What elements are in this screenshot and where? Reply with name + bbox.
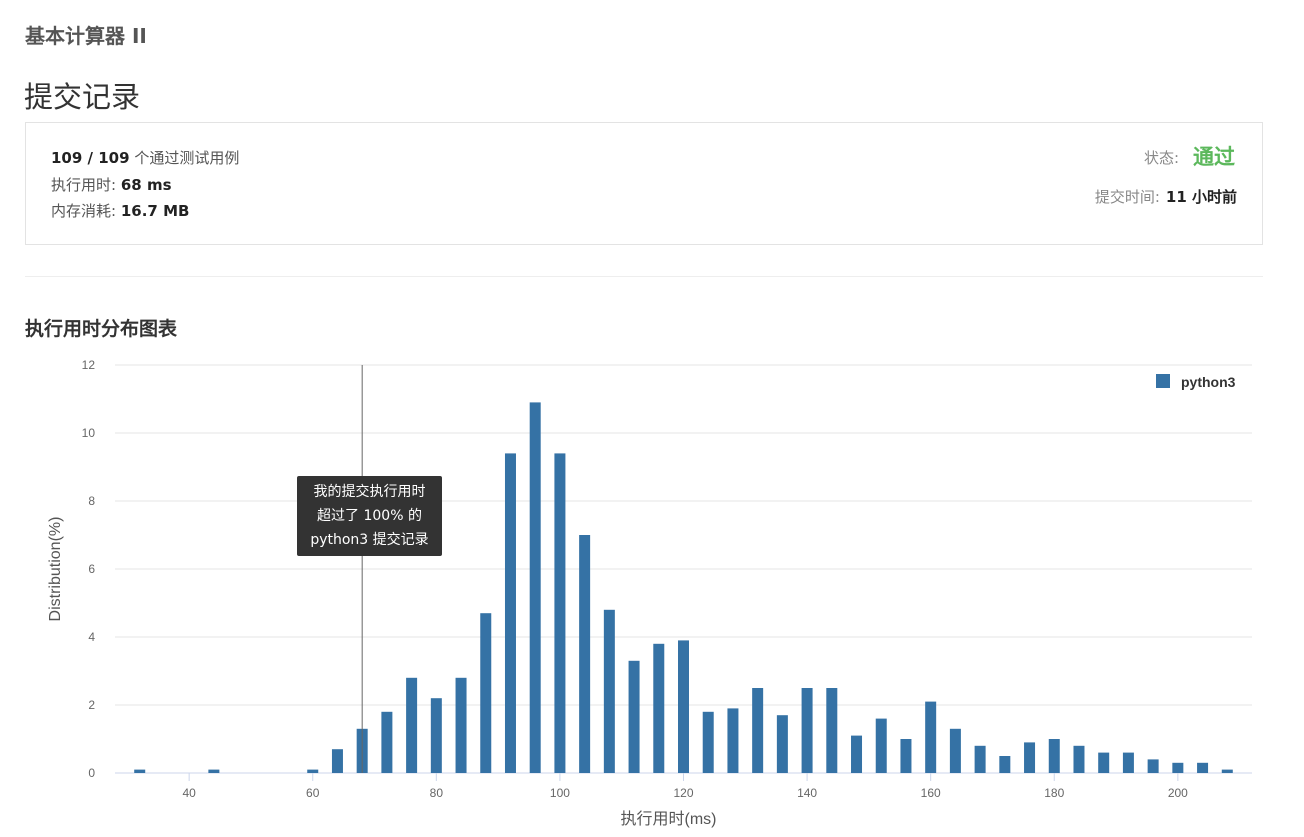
testcase-summary: 109 / 109 个通过测试用例 xyxy=(51,147,239,168)
distribution-bar xyxy=(801,688,813,773)
page-title: 提交记录 xyxy=(24,80,141,114)
x-tick-label: 40 xyxy=(182,786,196,800)
distribution-bar xyxy=(1048,739,1060,773)
submit-time-value: 11 小时前 xyxy=(1165,188,1237,206)
x-tick-label: 80 xyxy=(430,786,444,800)
runtime-distribution-chart: 0 2 4 6 8 10 12 40 60 80 100 120 140 160 180 200 执行用时(ms… xyxy=(47,358,1252,828)
tooltip-line-1: 我的提交执行用时 xyxy=(313,484,426,500)
distribution-bar xyxy=(628,660,640,773)
distribution-bar xyxy=(974,745,986,773)
submit-time-label: 提交时间: xyxy=(1094,188,1160,206)
distribution-bar xyxy=(949,728,961,773)
distribution-bar xyxy=(406,677,418,773)
runtime-row: 执行用时: 68 ms xyxy=(51,174,172,195)
passed-suffix: 个通过测试用例 xyxy=(134,149,240,167)
y-tick-label: 2 xyxy=(88,698,95,712)
tooltip-line-2: 超过了 100% 的 xyxy=(317,508,422,524)
distribution-bar xyxy=(331,749,343,773)
y-tick-label: 12 xyxy=(82,358,96,372)
distribution-bar xyxy=(603,609,615,773)
distribution-bar xyxy=(504,453,516,773)
distribution-bar xyxy=(776,715,788,773)
problem-title[interactable]: 基本计算器 II xyxy=(25,24,147,48)
x-tick-label: 200 xyxy=(1168,786,1188,800)
section-divider xyxy=(25,276,1263,277)
distribution-bar xyxy=(826,688,838,773)
distribution-bar xyxy=(381,711,393,773)
distribution-bar xyxy=(702,711,714,773)
distribution-bar xyxy=(1073,745,1085,773)
x-tick-label: 160 xyxy=(921,786,941,800)
legend-swatch xyxy=(1156,374,1170,388)
distribution-bar xyxy=(480,613,492,773)
status-badge: 通过 xyxy=(1193,145,1235,169)
x-tick-label: 100 xyxy=(550,786,570,800)
legend-label: python3 xyxy=(1181,374,1236,390)
distribution-bar xyxy=(678,640,689,773)
chart-heading: 执行用时分布图表 xyxy=(25,318,178,340)
distribution-bar xyxy=(1147,759,1159,773)
distribution-bar xyxy=(1197,762,1209,773)
distribution-bar xyxy=(1122,752,1134,773)
distribution-bar xyxy=(134,769,146,773)
distribution-bar xyxy=(529,402,541,773)
x-tick-label: 180 xyxy=(1044,786,1064,800)
passed-count: 109 / 109 xyxy=(51,149,130,167)
y-tick-label: 8 xyxy=(88,494,95,508)
distribution-bar xyxy=(900,739,912,773)
submission-result-card: 109 / 109 个通过测试用例 执行用时: 68 ms 内存消耗: 16.7… xyxy=(25,122,1263,245)
distribution-bar xyxy=(851,735,863,773)
distribution-bar xyxy=(1024,742,1036,773)
distribution-bar xyxy=(554,453,566,773)
runtime-tooltip: 我的提交执行用时 超过了 100% 的 python3 提交记录 xyxy=(297,476,442,556)
distribution-bar xyxy=(1172,762,1184,773)
distribution-bar xyxy=(1098,752,1110,773)
distribution-bar xyxy=(430,698,442,773)
distribution-bar xyxy=(653,643,665,773)
memory-row: 内存消耗: 16.7 MB xyxy=(51,200,189,221)
status-label: 状态: xyxy=(1143,149,1179,167)
runtime-label: 执行用时: xyxy=(51,176,117,194)
tooltip-line-3: python3 提交记录 xyxy=(310,532,429,548)
distribution-bar xyxy=(1221,769,1233,773)
x-tick-label: 120 xyxy=(673,786,693,800)
distribution-bar xyxy=(752,688,764,773)
distribution-bar xyxy=(208,769,220,773)
distribution-bar xyxy=(875,718,887,773)
x-axis-title: 执行用时(ms) xyxy=(621,810,717,828)
runtime-value: 68 ms xyxy=(120,176,172,194)
y-axis-title: Distribution(%) xyxy=(47,517,64,622)
distribution-bar xyxy=(455,677,467,773)
distribution-bar xyxy=(307,769,319,773)
y-tick-label: 0 xyxy=(88,766,95,780)
y-tick-label: 6 xyxy=(88,562,95,576)
x-tick-label: 140 xyxy=(797,786,817,800)
memory-value: 16.7 MB xyxy=(120,202,190,220)
x-tick-label: 60 xyxy=(306,786,320,800)
submit-time-row: 提交时间: 11 小时前 xyxy=(1095,186,1237,207)
memory-label: 内存消耗: xyxy=(51,202,117,220)
distribution-bar xyxy=(579,535,591,773)
y-tick-label: 10 xyxy=(82,426,96,440)
y-tick-label: 4 xyxy=(88,630,95,644)
distribution-bar xyxy=(925,701,937,773)
distribution-bar xyxy=(727,708,739,773)
distribution-bar xyxy=(999,756,1011,773)
